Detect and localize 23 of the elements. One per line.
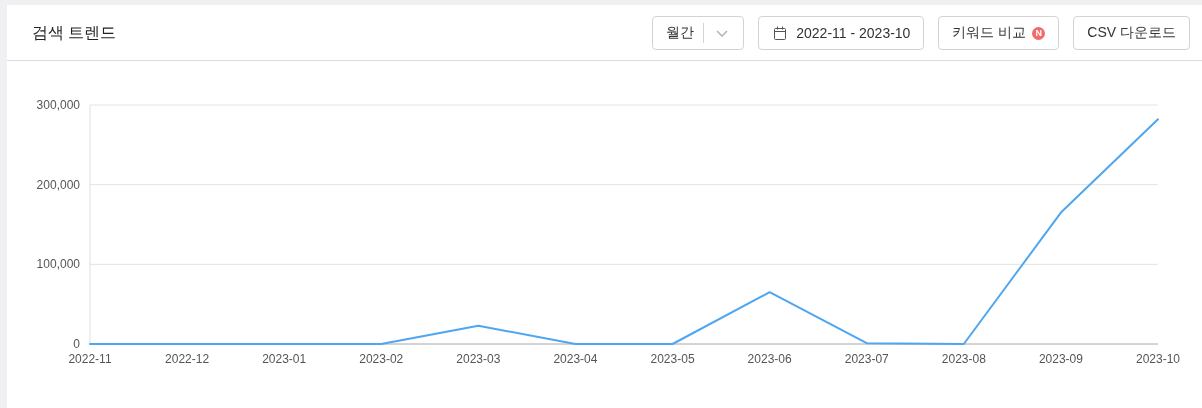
- y-tick-label: 300,000: [36, 98, 81, 112]
- x-tick-label: 2023-07: [844, 352, 890, 366]
- text: 월간: [666, 24, 695, 42]
- x-tick-label: 2023-08: [941, 352, 987, 366]
- text: 키워드 비교: [952, 24, 1027, 42]
- x-tick-label: 2023-06: [747, 352, 792, 366]
- chart-title: 검색 트렌드: [32, 23, 117, 43]
- text: N: [1032, 26, 1046, 40]
- text: CSV 다운로드: [1087, 24, 1176, 42]
- y-tick-label: 200,000: [36, 177, 81, 192]
- line-series: [89, 118, 1159, 345]
- x-tick-label: 2023-09: [1038, 352, 1084, 366]
- x-tick-label: 2023-10: [1135, 352, 1181, 366]
- x-tick-label: 2023-03: [456, 352, 501, 366]
- y-tick-label: 0: [73, 337, 81, 351]
- x-tick-label: 2022-11: [68, 352, 112, 366]
- x-tick-label: 2023-01: [262, 352, 307, 366]
- x-tick-label: 2023-02: [359, 352, 404, 366]
- x-tick-label: 2023-04: [553, 352, 598, 366]
- x-tick-label: 2023-05: [650, 352, 695, 366]
- y-tick-label: 100,000: [36, 257, 81, 272]
- x-tick-label: 2022-12: [165, 352, 210, 366]
- text: 2022-11 - 2023-10: [796, 25, 911, 41]
